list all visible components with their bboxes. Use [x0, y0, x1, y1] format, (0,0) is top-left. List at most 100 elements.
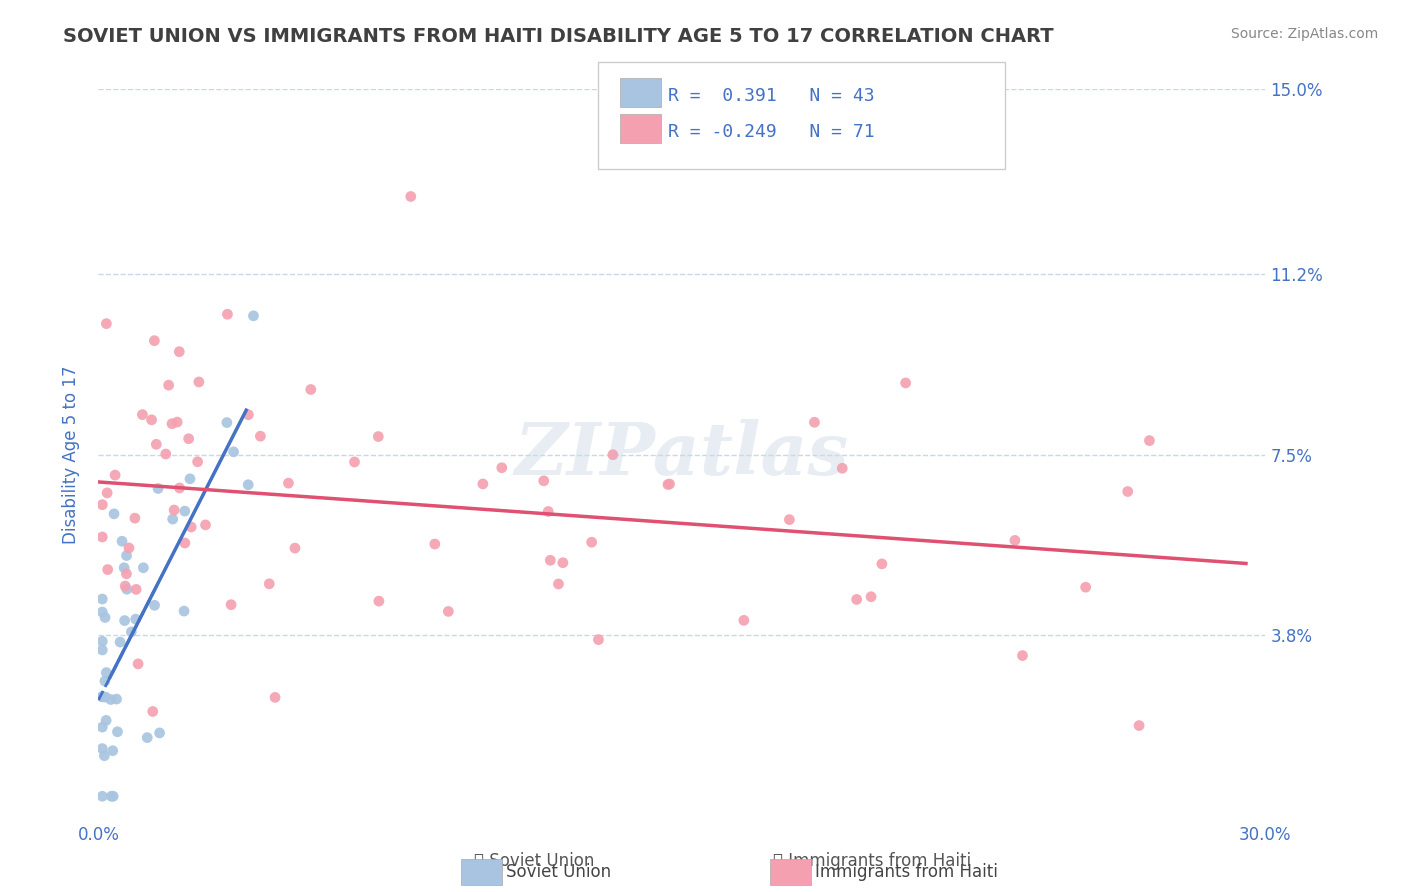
Point: [264, 690, 287, 705]
Point: [91, 592, 114, 607]
Point: [111, 534, 134, 549]
Point: [187, 455, 209, 469]
Point: [169, 344, 191, 359]
Point: [146, 482, 169, 496]
Point: [547, 577, 569, 591]
Point: [1074, 580, 1097, 594]
Point: [124, 511, 146, 525]
Point: [238, 408, 260, 422]
Point: [94, 690, 117, 705]
Point: [143, 334, 166, 348]
Text: R =  0.391   N = 43: R = 0.391 N = 43: [668, 87, 875, 105]
Point: [658, 477, 681, 491]
Point: [94, 714, 117, 728]
Point: [537, 504, 560, 518]
Point: [103, 507, 125, 521]
Point: [367, 594, 389, 608]
Point: [163, 503, 186, 517]
Point: [533, 474, 555, 488]
Point: [187, 375, 209, 389]
Point: [160, 417, 183, 431]
Point: [91, 498, 114, 512]
Point: [149, 726, 172, 740]
Point: [238, 477, 260, 491]
Point: [115, 582, 138, 597]
Point: [257, 577, 280, 591]
Point: [112, 560, 135, 574]
Point: [177, 432, 200, 446]
Point: [103, 789, 125, 804]
Point: [124, 612, 146, 626]
Point: [423, 537, 446, 551]
Point: [114, 614, 136, 628]
Point: [299, 383, 322, 397]
Point: [91, 690, 114, 704]
Text: ⬜ Soviet Union: ⬜ Soviet Union: [474, 852, 595, 870]
Point: [93, 748, 115, 763]
Point: [174, 536, 197, 550]
Point: [107, 724, 129, 739]
Point: [91, 643, 114, 657]
Point: [96, 665, 118, 680]
Point: [105, 692, 128, 706]
Point: [100, 692, 122, 706]
Point: [367, 429, 389, 443]
Point: [131, 408, 153, 422]
Point: [115, 566, 138, 581]
Point: [91, 789, 114, 804]
Point: [125, 582, 148, 597]
Point: [169, 481, 191, 495]
Point: [803, 415, 825, 429]
Point: [249, 429, 271, 443]
Point: [1128, 718, 1150, 732]
Point: [115, 549, 138, 563]
Point: [91, 690, 114, 704]
Point: [132, 560, 155, 574]
Point: [437, 604, 460, 618]
Point: [602, 448, 624, 462]
Point: [845, 592, 868, 607]
Point: [222, 445, 245, 459]
Point: [491, 460, 513, 475]
Point: [551, 556, 574, 570]
Point: [588, 632, 610, 647]
Point: [91, 634, 114, 648]
Point: [157, 378, 180, 392]
Point: [94, 673, 117, 688]
Point: [173, 604, 195, 618]
Point: [162, 512, 184, 526]
Point: [733, 613, 755, 627]
Point: [120, 624, 142, 639]
Point: [343, 455, 366, 469]
Point: [581, 535, 603, 549]
Point: [143, 599, 166, 613]
Point: [894, 376, 917, 390]
Point: [91, 530, 114, 544]
Point: [180, 520, 202, 534]
Point: [1004, 533, 1026, 548]
Point: [96, 486, 118, 500]
Point: [114, 579, 136, 593]
Point: [142, 705, 165, 719]
Point: [215, 416, 238, 430]
Point: [127, 657, 149, 671]
Text: Immigrants from Haiti: Immigrants from Haiti: [815, 863, 998, 881]
Point: [96, 317, 118, 331]
Point: [217, 307, 239, 321]
Point: [118, 541, 141, 555]
Point: [91, 720, 114, 734]
Point: [166, 415, 188, 429]
Text: Soviet Union: Soviet Union: [506, 863, 612, 881]
Text: Source: ZipAtlas.com: Source: ZipAtlas.com: [1230, 27, 1378, 41]
Point: [538, 553, 561, 567]
Point: [284, 541, 307, 555]
Point: [94, 610, 117, 624]
Point: [104, 468, 127, 483]
Text: ⬜ Immigrants from Haiti: ⬜ Immigrants from Haiti: [773, 852, 970, 870]
Point: [778, 513, 800, 527]
Point: [1139, 434, 1161, 448]
Point: [399, 189, 422, 203]
Point: [277, 476, 299, 491]
Point: [1116, 484, 1139, 499]
Point: [471, 477, 494, 491]
